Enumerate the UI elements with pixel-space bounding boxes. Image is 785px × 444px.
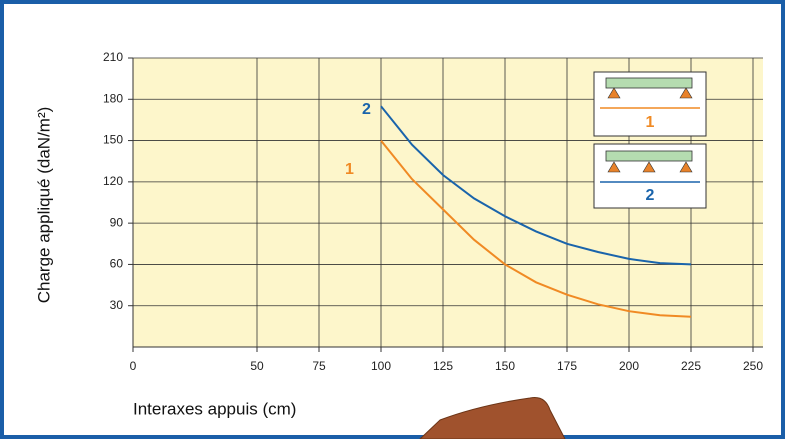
x-axis-title: Interaxes appuis (cm): [133, 399, 296, 418]
y-tick-label: 90: [110, 215, 124, 229]
y-tick-label: 150: [103, 133, 123, 147]
y-tick-label: 30: [110, 298, 124, 312]
y-tick-label: 180: [103, 91, 123, 105]
legend-label: 1: [646, 114, 655, 131]
curve-label: 1: [345, 161, 354, 178]
beam: [605, 150, 693, 162]
support: [607, 87, 693, 99]
x-tick-label: 175: [557, 359, 577, 373]
legend-label: 2: [646, 187, 655, 204]
x-tick-label: 100: [371, 359, 391, 373]
series-line: [380, 139, 692, 318]
x-tick-label: 150: [495, 359, 515, 373]
series-line: [380, 105, 692, 266]
x-tick-label: 200: [619, 359, 639, 373]
support: [607, 161, 693, 173]
x-tick-label: 50: [250, 359, 264, 373]
x-tick-label: 125: [433, 359, 453, 373]
y-axis-title: Charge appliqué (daN/m²): [34, 107, 53, 304]
x-tick-label: 250: [743, 359, 763, 373]
y-tick-label: 210: [103, 50, 123, 64]
y-tick-label: 120: [103, 174, 123, 188]
y-tick-label: 60: [110, 257, 124, 271]
roof-tile: [418, 397, 566, 440]
legend: 1 2: [593, 71, 707, 209]
x-tick-label: 75: [312, 359, 326, 373]
beam: [605, 77, 693, 89]
x-tick-label: 225: [681, 359, 701, 373]
x-tick-label: 0: [130, 359, 137, 373]
curve-label: 2: [362, 101, 371, 118]
